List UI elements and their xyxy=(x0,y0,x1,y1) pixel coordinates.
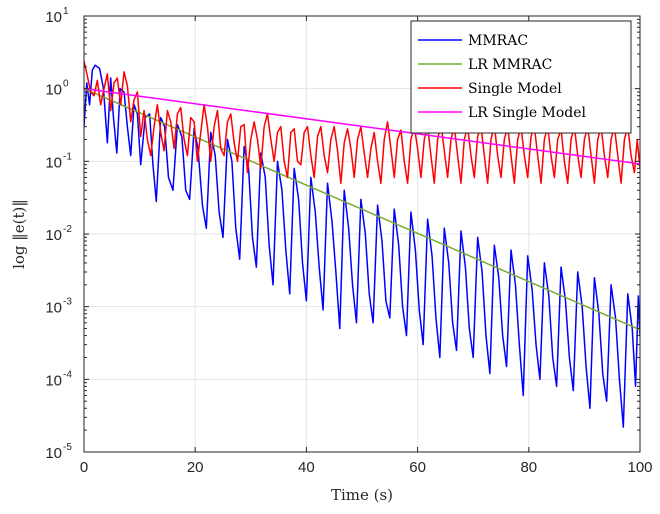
y-tick-base: 10 xyxy=(45,445,62,462)
x-tick-label: 20 xyxy=(187,459,204,476)
y-tick-exponent: -5 xyxy=(63,442,72,453)
y-tick-label: 10 xyxy=(45,227,62,244)
x-axis-label: Time (s) xyxy=(331,486,393,504)
y-tick-base: 10 xyxy=(45,82,62,99)
x-tick-label: 60 xyxy=(409,459,426,476)
y-tick-base: 10 xyxy=(45,227,62,244)
y-tick-label: 10 xyxy=(45,300,62,317)
series-lines xyxy=(84,60,640,428)
y-tick-base: 10 xyxy=(45,300,62,317)
series-line-4 xyxy=(84,87,640,165)
y-tick-exponent: 1 xyxy=(63,6,69,17)
y-tick-base: 10 xyxy=(45,9,62,26)
legend-label: LR Single Model xyxy=(468,105,587,121)
y-tick-label: 10 xyxy=(45,372,62,389)
x-tick-label: 0 xyxy=(80,459,88,476)
x-tick-label: 40 xyxy=(298,459,315,476)
legend-label: LR MMRAC xyxy=(468,57,552,73)
y-tick-label: 10 xyxy=(45,82,62,99)
series-line-1 xyxy=(84,64,640,428)
x-tick-label: 80 xyxy=(520,459,537,476)
y-tick-exponent: -4 xyxy=(63,369,72,380)
y-tick-exponent: -2 xyxy=(63,224,72,235)
y-tick-label: 10 xyxy=(45,154,62,171)
y-tick-label: 10 xyxy=(45,9,62,26)
legend-label: Single Model xyxy=(468,81,562,97)
legend: MMRAC LR MMRAC Single Model LR Single Model xyxy=(410,20,632,134)
y-tick-label: 10 xyxy=(45,445,62,462)
y-tick-base: 10 xyxy=(45,372,62,389)
y-tick-exponent: 0 xyxy=(63,79,69,90)
y-tick-base: 10 xyxy=(45,154,62,171)
y-tick-exponent: -1 xyxy=(63,151,72,162)
y-axis-label: log ‖e(t)‖ xyxy=(10,199,28,269)
x-tick-label: 100 xyxy=(627,459,652,476)
y-tick-exponent: -3 xyxy=(63,297,72,308)
legend-label: MMRAC xyxy=(468,33,528,49)
